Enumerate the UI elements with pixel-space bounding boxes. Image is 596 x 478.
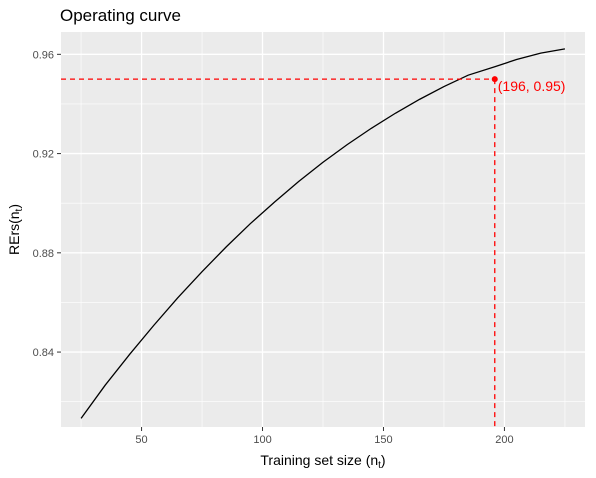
y-axis: 0.84 0.88 0.92 0.96: [33, 49, 61, 359]
x-axis-title-main: Training set size (n: [260, 452, 378, 468]
y-axis-title-sub: t: [14, 208, 25, 211]
x-axis-title: Training set size (nt): [260, 452, 385, 471]
y-axis-title: RErs(nt): [6, 204, 25, 255]
x-axis-title-sub: t: [378, 460, 381, 471]
x-axis: 50 100 150 200: [135, 427, 514, 446]
y-tick-label: 0.84: [33, 347, 54, 359]
y-tick-label: 0.92: [33, 149, 54, 161]
x-tick-label: 150: [374, 434, 392, 446]
series-line: [80, 48, 566, 419]
highlight-label: (196, 0.95): [498, 78, 566, 94]
x-tick-label: 100: [253, 434, 271, 446]
x-tick-label: 50: [135, 434, 147, 446]
highlight-point: [491, 76, 498, 83]
grid-minor: [61, 32, 585, 427]
highlight-layer: (196, 0.95): [61, 76, 565, 427]
series-layer: [80, 48, 566, 419]
grid-major: [61, 32, 585, 427]
y-axis-title-main: RErs(n: [6, 211, 22, 255]
chart-title: Operating curve: [60, 6, 181, 25]
y-tick-label: 0.88: [33, 248, 54, 260]
x-axis-title-suffix: ): [381, 452, 386, 468]
y-axis-title-suffix: ): [6, 204, 22, 209]
x-tick-label: 200: [495, 434, 513, 446]
y-tick-label: 0.96: [33, 49, 54, 61]
